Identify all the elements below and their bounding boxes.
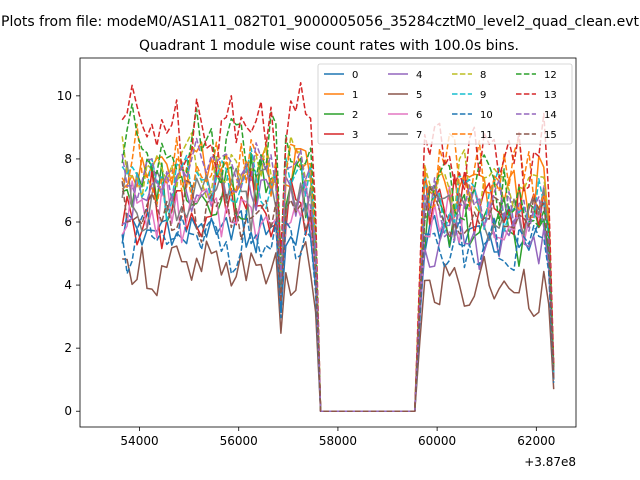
x-tick-label: 56000 [220,434,258,448]
legend-label-7: 7 [416,130,422,141]
y-tick-label: 4 [64,278,72,292]
legend-label-5: 5 [416,90,422,101]
series-line-11 [121,123,555,412]
x-tick-label: 62000 [517,434,555,448]
y-tick-label: 2 [64,341,72,355]
figure-suptitle: Plots from file: modeM0/AS1A11_082T01_90… [1,14,639,30]
series-layer [121,81,555,412]
legend-label-0: 0 [352,70,358,81]
legend-label-8: 8 [480,70,486,81]
series-line-0 [121,202,555,412]
legend-label-1: 1 [352,90,358,101]
legend-label-15: 15 [544,130,557,141]
series-line-15 [121,180,555,412]
series-line-10 [121,208,555,412]
series-line-5 [122,240,555,412]
series-line-12 [121,103,555,412]
y-tick-label: 6 [64,215,72,229]
legend-label-4: 4 [416,70,422,81]
y-tick-label: 0 [64,404,72,418]
chart-title: Quadrant 1 module wise count rates with … [139,38,519,54]
x-offset-label: +3.87e8 [524,455,576,469]
plot-frame [79,57,577,428]
x-tick-label: 54000 [120,434,158,448]
legend-box [317,63,573,145]
x-tick-label: 58000 [319,434,357,448]
legend-label-6: 6 [416,110,422,121]
series-line-14 [121,137,555,412]
axes-layer: 54000 56000 58000 60000 62000 0 2 4 6 8 10 [57,89,556,448]
legend-label-11: 11 [480,130,493,141]
legend-label-9: 9 [480,90,486,101]
legend-label-12: 12 [544,70,557,81]
legend-label-14: 14 [544,110,557,121]
y-tick-label: 8 [64,152,72,166]
legend-label-10: 10 [480,110,493,121]
legend-label-13: 13 [544,90,557,101]
x-tick-label: 60000 [418,434,456,448]
y-tick-label: 10 [57,89,72,103]
legend-label-3: 3 [352,130,358,141]
legend-label-2: 2 [352,110,358,121]
